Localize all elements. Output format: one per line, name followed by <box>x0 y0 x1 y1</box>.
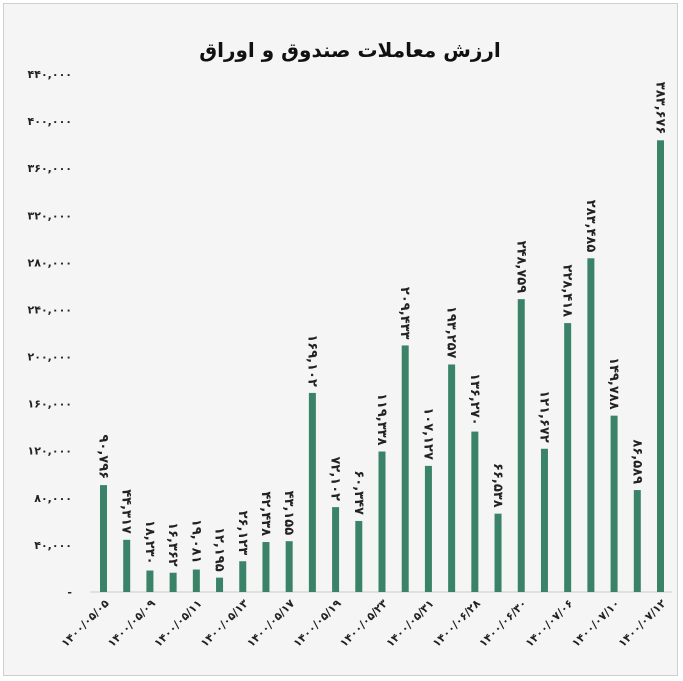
data-label: ۶۰,۳۴۷ <box>351 470 366 515</box>
x-axis-ticks: ۱۴۰۰/۰۵/۰۵۱۴۰۰/۰۵/۰۹۱۴۰۰/۰۵/۱۱۱۴۰۰/۰۵/۱۳… <box>59 597 669 650</box>
data-label: ۱۲,۱۹۵ <box>212 527 227 572</box>
data-label: ۴۴,۳۱۷ <box>119 489 134 534</box>
x-tick-label: ۱۴۰۰/۰۶/۳۰ <box>477 597 530 650</box>
bar <box>587 258 595 592</box>
data-labels: ۹۰,۷۹۶ ۴۴,۳۱۷ ۱۸,۲۳۰ ۱۶,۳۶۲ ۱۹,۰۸۱ ۱۲,۱۹۵ ۲۶,۱… <box>96 82 668 572</box>
data-label: ۱۰۷,۱۲۷ <box>420 407 435 460</box>
bars <box>100 140 664 592</box>
data-label: ۱۶۹,۱۰۲ <box>304 334 319 387</box>
x-tick-label: ۱۴۰۰/۰۷/۰۶ <box>523 597 576 650</box>
bar <box>564 323 572 592</box>
y-tick-label: ۴۴۰,۰۰۰ <box>28 68 72 81</box>
data-label: ۱۹۳,۲۵۷ <box>444 306 459 359</box>
bar <box>633 490 641 592</box>
x-tick-label: ۱۴۰۰/۰۵/۱۱ <box>152 597 205 650</box>
chart-title: ارزش معاملات صندوق و اوراق <box>199 38 501 62</box>
data-label: ۱۱۹,۳۳۸ <box>374 393 389 446</box>
y-tick-label: - <box>67 586 72 599</box>
x-tick-label: ۱۴۰۰/۰۵/۱۹ <box>291 597 344 650</box>
data-label: ۲۴۸,۷۵۹ <box>513 241 528 294</box>
bar <box>424 465 432 592</box>
x-tick-label: ۱۴۰۰/۰۵/۰۹ <box>105 597 158 650</box>
data-label: ۸۶,۵۸۹ <box>629 439 644 484</box>
y-tick-label: ۱۶۰,۰۰۰ <box>28 398 72 411</box>
bar <box>401 345 409 592</box>
bar <box>192 569 200 592</box>
bar <box>610 415 618 592</box>
bar <box>262 542 270 592</box>
y-tick-label: ۴۰,۰۰۰ <box>34 539 72 552</box>
bar <box>494 513 502 592</box>
bar <box>239 561 247 592</box>
data-label: ۱۴۹,۷۸۸ <box>606 357 621 410</box>
bar <box>517 299 525 592</box>
data-label: ۱۸,۲۳۰ <box>142 520 157 565</box>
data-label: ۴۳,۱۵۵ <box>281 491 296 536</box>
data-label: ۲۰۹,۴۳۳ <box>397 287 412 340</box>
bar <box>471 431 479 592</box>
x-tick-label: ۱۴۰۰/۰۵/۱۳ <box>198 597 251 650</box>
bar <box>448 364 456 592</box>
y-tick-label: ۱۲۰,۰۰۰ <box>28 445 72 458</box>
data-label: ۶۶,۵۳۸ <box>490 463 505 508</box>
bar <box>100 485 107 592</box>
data-label: ۱۹,۰۸۱ <box>188 519 203 564</box>
data-label: ۲۶,۱۲۳ <box>235 511 250 556</box>
data-label: ۱۳۶,۲۷۰ <box>467 373 482 426</box>
bar <box>146 570 154 592</box>
data-label: ۷۲,۱۰۲ <box>328 456 343 501</box>
data-label: ۳۸۳,۶۷۶ <box>653 82 668 135</box>
y-tick-label: ۲۴۰,۰۰۰ <box>28 303 72 316</box>
bar <box>657 140 664 592</box>
bar <box>540 448 548 592</box>
bar <box>308 392 316 592</box>
bar <box>216 577 224 592</box>
y-axis-ticks: - ۴۰,۰۰۰ ۸۰,۰۰۰ ۱۲۰,۰۰۰ ۱۶۰,۰۰۰ ۲۰۰,۰۰۰ ۲۴۰,۰۰… <box>28 68 72 599</box>
data-label: ۴۲,۴۳۸ <box>258 491 273 536</box>
x-tick-label: ۱۴۰۰/۰۷/۱۰ <box>569 597 622 650</box>
y-tick-label: ۴۰۰,۰۰۰ <box>28 115 72 128</box>
bar <box>355 520 363 592</box>
y-tick-label: ۲۸۰,۰۰۰ <box>28 256 72 269</box>
x-tick-label: ۱۴۰۰/۰۷/۱۲ <box>616 597 669 650</box>
bar <box>123 539 131 592</box>
y-tick-label: ۸۰,۰۰۰ <box>34 492 72 505</box>
x-tick-label: ۱۴۰۰/۰۵/۳۱ <box>384 597 437 650</box>
x-tick-label: ۱۴۰۰/۰۵/۲۳ <box>337 597 390 650</box>
x-tick-label: ۱۴۰۰/۰۵/۰۵ <box>59 597 112 650</box>
x-tick-label: ۱۴۰۰/۰۵/۱۷ <box>244 597 297 650</box>
data-label: ۹۰,۷۹۶ <box>96 434 111 479</box>
data-label: ۱۶,۳۶۲ <box>165 522 180 567</box>
bar <box>285 541 293 592</box>
y-tick-label: ۳۶۰,۰۰۰ <box>28 162 72 175</box>
data-label: ۲۸۳,۴۸۵ <box>583 200 598 253</box>
bar <box>332 507 340 592</box>
x-tick-label: ۱۴۰۰/۰۶/۲۸ <box>430 597 483 650</box>
y-tick-label: ۳۲۰,۰۰۰ <box>28 209 72 222</box>
y-tick-label: ۲۰۰,۰۰۰ <box>28 351 72 364</box>
data-label: ۲۲۸,۴۱۸ <box>560 265 575 318</box>
bar <box>169 572 177 592</box>
bar <box>378 451 386 592</box>
data-label: ۱۲۱,۶۷۲ <box>536 390 551 443</box>
